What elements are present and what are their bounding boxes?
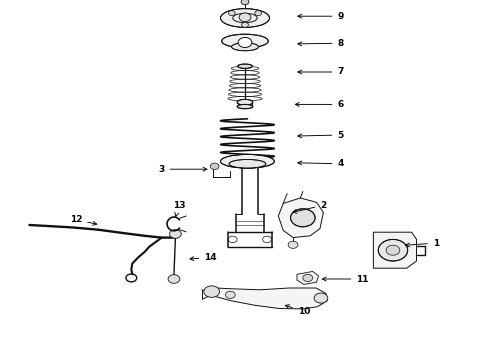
Ellipse shape [232, 43, 259, 51]
Polygon shape [373, 232, 416, 268]
Circle shape [228, 11, 235, 16]
Circle shape [239, 13, 251, 22]
Ellipse shape [229, 159, 266, 168]
Polygon shape [210, 288, 327, 309]
Text: 7: 7 [298, 68, 344, 77]
Text: 2: 2 [293, 201, 326, 213]
Ellipse shape [220, 154, 274, 168]
Circle shape [288, 241, 298, 248]
Ellipse shape [220, 9, 270, 27]
Text: 5: 5 [298, 130, 343, 139]
Circle shape [238, 37, 252, 48]
Ellipse shape [237, 104, 253, 109]
Circle shape [242, 22, 248, 27]
Text: 6: 6 [295, 100, 343, 109]
Text: 9: 9 [298, 12, 344, 21]
Circle shape [255, 11, 262, 16]
Circle shape [314, 293, 328, 303]
Text: 3: 3 [159, 165, 207, 174]
Text: 13: 13 [172, 201, 185, 216]
Ellipse shape [237, 99, 253, 105]
Text: 11: 11 [322, 274, 369, 284]
Circle shape [210, 163, 219, 170]
Text: 1: 1 [406, 238, 439, 248]
Circle shape [225, 291, 235, 298]
Ellipse shape [221, 34, 269, 48]
Ellipse shape [238, 64, 252, 68]
Polygon shape [297, 271, 318, 284]
Circle shape [378, 239, 408, 261]
Text: 4: 4 [298, 159, 344, 168]
Circle shape [168, 275, 180, 283]
Circle shape [170, 230, 181, 238]
Text: 8: 8 [298, 39, 343, 48]
Circle shape [386, 245, 400, 255]
Circle shape [204, 286, 220, 297]
Circle shape [303, 274, 313, 282]
Circle shape [291, 209, 315, 227]
Polygon shape [278, 198, 323, 238]
Text: 10: 10 [285, 305, 310, 316]
Text: 12: 12 [70, 215, 97, 225]
Circle shape [241, 0, 249, 5]
Text: 14: 14 [190, 253, 217, 262]
